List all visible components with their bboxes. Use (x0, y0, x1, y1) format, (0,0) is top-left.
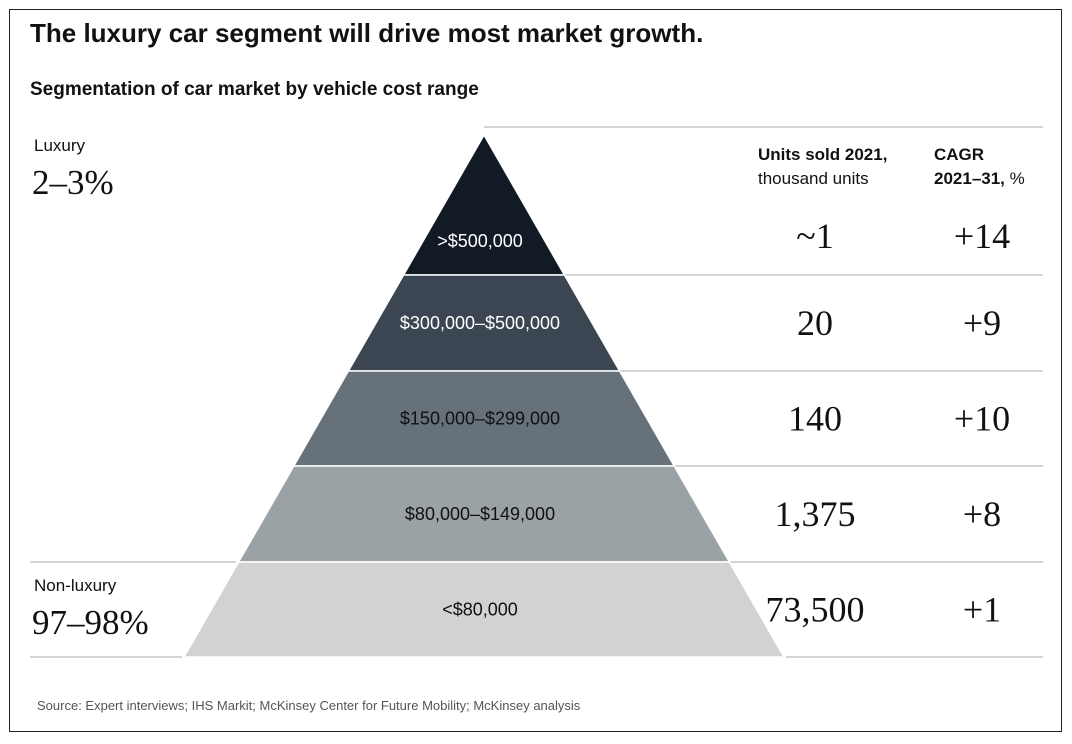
cagr-value-2: +9 (963, 303, 1001, 343)
units-header-sub: thousand units (758, 169, 869, 188)
cagr-value-1: +14 (954, 216, 1010, 256)
cagr-header-years: 2021–31, (934, 169, 1005, 188)
tier-label-1: >$500,000 (437, 231, 523, 251)
chart-subtitle: Segmentation of car market by vehicle co… (30, 79, 479, 100)
cagr-column-header: CAGR 2021–31, % (934, 143, 1025, 191)
units-header-bold: Units sold 2021, (758, 145, 888, 164)
tier-label-2: $300,000–$500,000 (400, 313, 560, 333)
tier-label-3: $150,000–$299,000 (400, 409, 560, 429)
luxury-share: 2–3% (32, 163, 114, 202)
cagr-value-4: +8 (963, 494, 1001, 534)
units-value-2: 20 (797, 303, 833, 343)
units-value-4: 1,375 (775, 494, 856, 534)
tier-label-5: <$80,000 (442, 600, 518, 620)
cagr-header-bold: CAGR (934, 145, 985, 164)
non-luxury-share: 97–98% (32, 603, 149, 642)
cagr-value-5: +1 (963, 590, 1001, 630)
pyramid-tier-5 (182, 561, 786, 658)
chart-frame (9, 9, 1062, 732)
source-note: Source: Expert interviews; IHS Markit; M… (37, 698, 581, 713)
units-value-3: 140 (788, 399, 842, 439)
chart-title: The luxury car segment will drive most m… (30, 18, 704, 48)
units-column-header: Units sold 2021, thousand units (758, 143, 887, 191)
luxury-label: Luxury (34, 136, 86, 155)
units-value-5: 73,500 (766, 590, 865, 630)
units-value-1: ~1 (796, 216, 833, 256)
tier-label-4: $80,000–$149,000 (405, 504, 555, 524)
non-luxury-label: Non-luxury (34, 576, 117, 595)
cagr-value-3: +10 (954, 399, 1010, 439)
pyramid-tier-1 (402, 133, 566, 276)
cagr-header-unit: % (1004, 169, 1025, 188)
